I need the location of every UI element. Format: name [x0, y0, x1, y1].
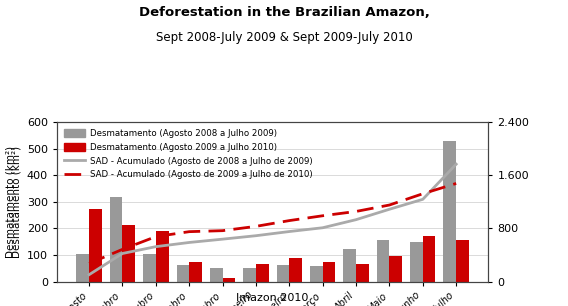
Bar: [256, 264, 269, 282]
Bar: [377, 240, 390, 282]
Bar: [223, 278, 235, 282]
Bar: [110, 197, 123, 282]
Bar: [310, 267, 323, 282]
Bar: [177, 265, 189, 282]
Bar: [344, 249, 356, 282]
Text: Deforestation in the Brazilian Amazon,: Deforestation in the Brazilian Amazon,: [139, 6, 429, 19]
Y-axis label: Desmatamento (km²): Desmatamento (km²): [11, 146, 21, 258]
Legend: Desmatamento (Agosto 2008 a Julho 2009), Desmatamento (Agosto 2009 a Julho 2010): Desmatamento (Agosto 2008 a Julho 2009),…: [61, 127, 315, 182]
Text: Desmatamento (km²): Desmatamento (km²): [6, 146, 16, 258]
Bar: [444, 141, 456, 282]
Bar: [77, 254, 89, 282]
Bar: [189, 262, 202, 282]
Bar: [289, 259, 302, 282]
Bar: [89, 209, 102, 282]
Bar: [243, 268, 256, 282]
Text: Imazon 2010: Imazon 2010: [236, 293, 309, 303]
Bar: [456, 241, 469, 282]
Bar: [323, 262, 335, 282]
Bar: [423, 237, 436, 282]
Bar: [210, 268, 223, 282]
Bar: [156, 231, 169, 282]
Bar: [390, 256, 402, 282]
Bar: [277, 265, 289, 282]
Bar: [356, 264, 369, 282]
Text: Sept 2008-July 2009 & Sept 2009-July 2010: Sept 2008-July 2009 & Sept 2009-July 201…: [156, 31, 412, 43]
Bar: [123, 225, 135, 282]
Bar: [410, 242, 423, 282]
Bar: [143, 254, 156, 282]
